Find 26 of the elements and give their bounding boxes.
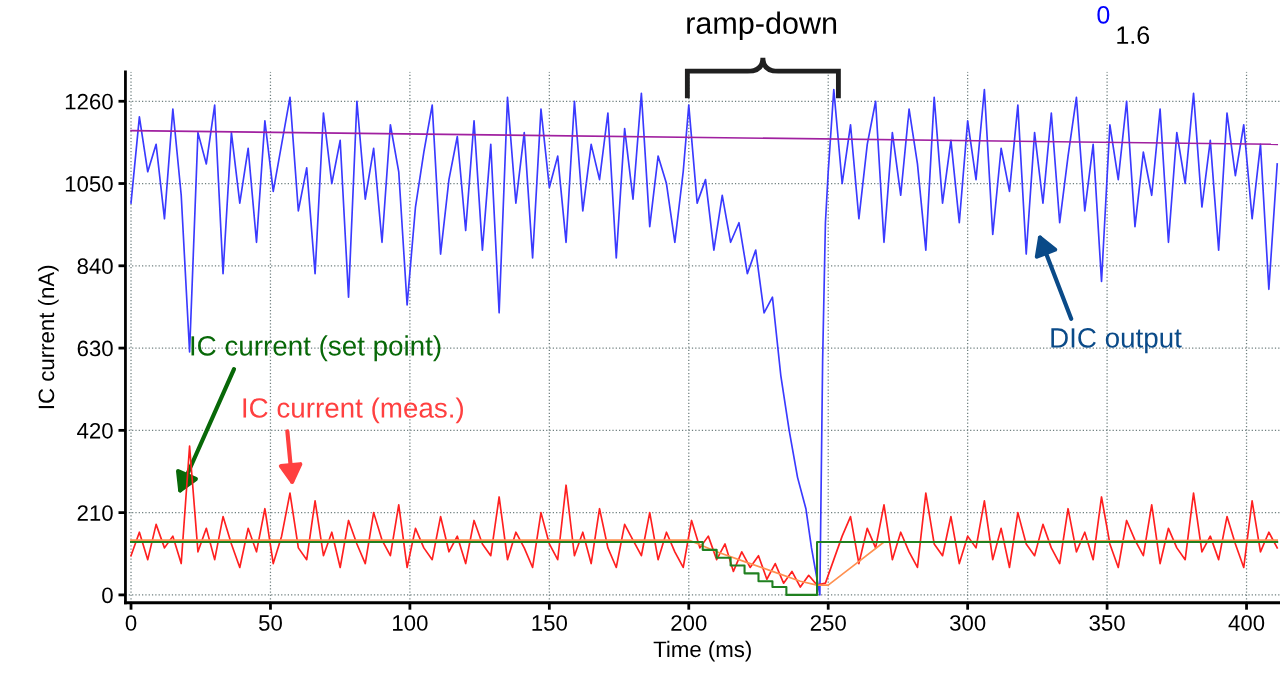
- x-tick-label: 100: [393, 615, 428, 631]
- y-axis-title: IC current (nA): [37, 265, 59, 409]
- text: DIC output: [1051, 328, 1182, 354]
- x-tick-label: 200: [671, 615, 707, 631]
- y-tick-label: 210: [77, 505, 113, 521]
- text: 1.6: [1117, 26, 1150, 44]
- x-tick-label: 150: [532, 615, 568, 631]
- line-series: [130, 88, 1279, 596]
- y-tick-label: 840: [77, 258, 113, 275]
- text: IC current (set point): [191, 335, 441, 362]
- x-tick-label: 0: [125, 615, 137, 631]
- x-tick-label: 50: [258, 615, 282, 631]
- y-tick-label: 420: [77, 422, 113, 439]
- line-series: [130, 445, 1279, 588]
- y-tick-label: 630: [77, 340, 113, 357]
- x-tick-label: 250: [810, 615, 846, 631]
- x-axis-title: Time (ms): [653, 640, 751, 662]
- x-tick-label: 350: [1089, 615, 1125, 631]
- text: ramp-down: [687, 11, 837, 41]
- y-tick-label: 1260: [65, 93, 113, 110]
- x-tick-label: 300: [949, 615, 986, 631]
- text: IC current (meas.): [243, 397, 463, 424]
- y-tick-label: 0: [102, 587, 113, 604]
- y-tick-label: 1050: [65, 176, 113, 192]
- text: 0: [1097, 5, 1110, 24]
- x-tick-label: 400: [1228, 615, 1265, 631]
